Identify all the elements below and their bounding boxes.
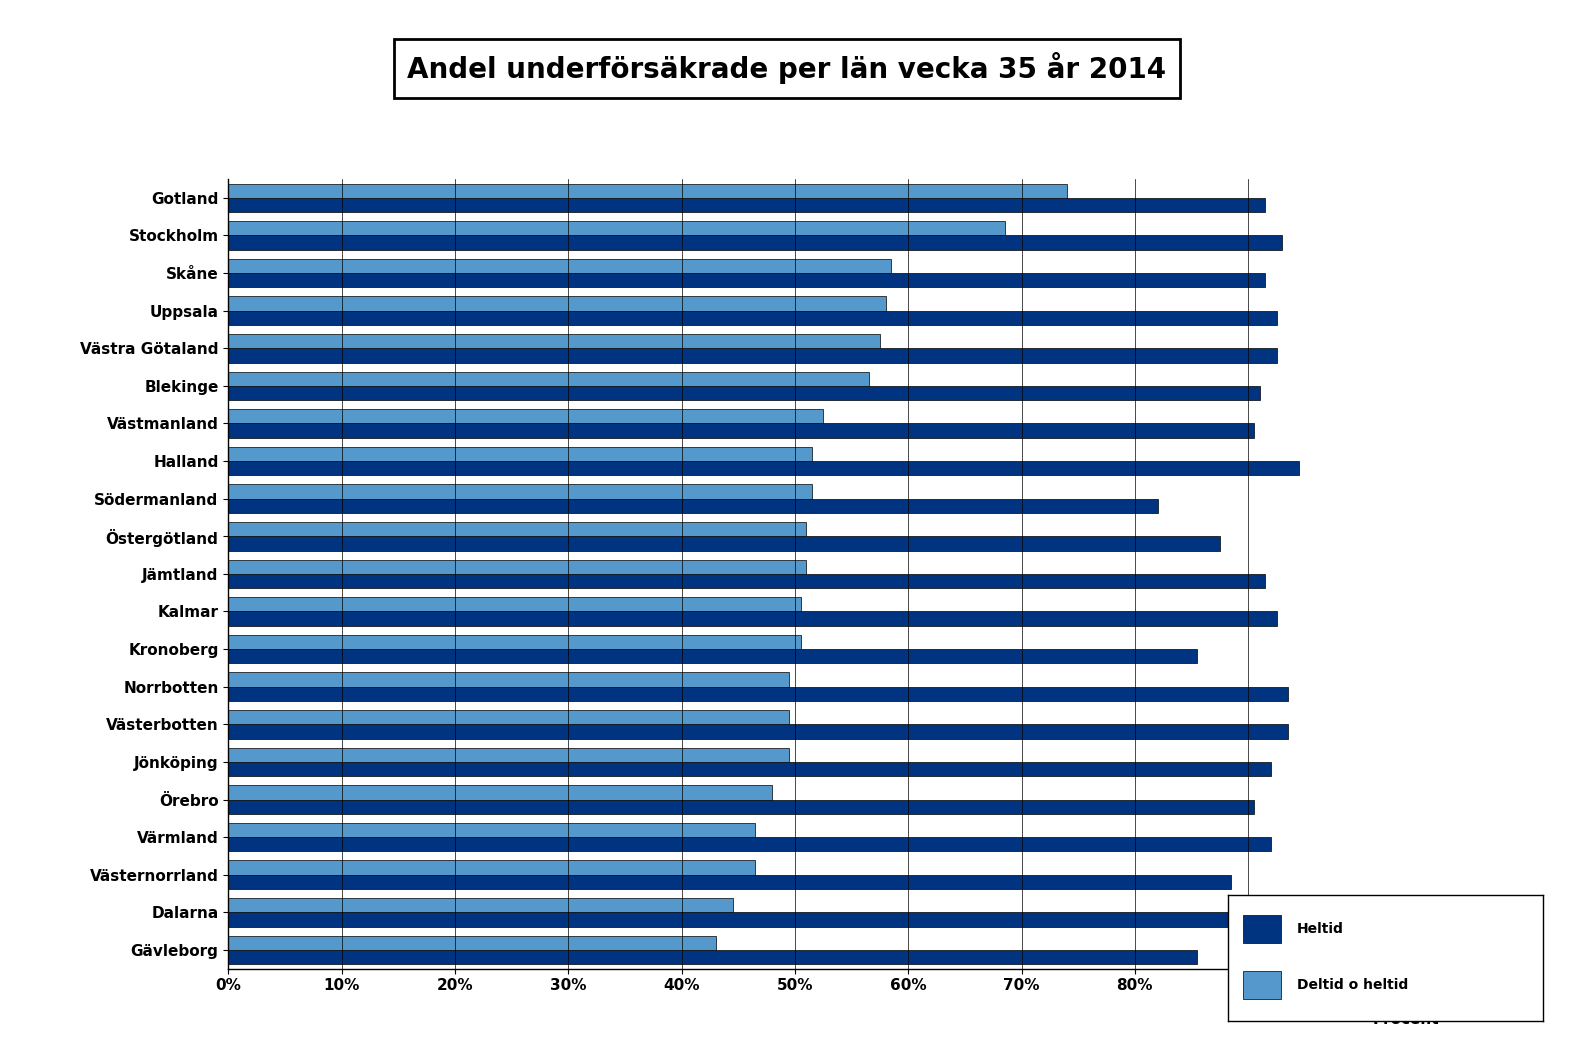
Bar bbox=[228, 522, 806, 536]
Bar bbox=[228, 687, 1288, 701]
Bar bbox=[228, 334, 880, 349]
Bar bbox=[228, 499, 1157, 513]
Bar bbox=[228, 311, 1277, 325]
Bar bbox=[228, 296, 886, 311]
Bar bbox=[228, 612, 1277, 625]
Bar bbox=[228, 936, 716, 950]
Bar bbox=[228, 724, 1288, 738]
Bar bbox=[228, 875, 1231, 889]
Bar bbox=[228, 748, 789, 762]
FancyBboxPatch shape bbox=[1243, 971, 1281, 998]
Text: Procent: Procent bbox=[1373, 1012, 1440, 1027]
Bar bbox=[228, 410, 823, 423]
Bar bbox=[228, 710, 789, 724]
Bar bbox=[228, 786, 773, 799]
Bar bbox=[228, 950, 1198, 965]
Bar bbox=[228, 912, 1254, 927]
Bar bbox=[228, 898, 732, 912]
Bar bbox=[228, 461, 1299, 475]
Bar bbox=[228, 198, 1265, 212]
Bar bbox=[228, 837, 1270, 852]
Bar bbox=[228, 385, 1259, 400]
Bar bbox=[228, 236, 1283, 250]
Bar bbox=[228, 423, 1254, 438]
Text: Deltid o heltid: Deltid o heltid bbox=[1297, 978, 1409, 992]
Bar bbox=[228, 446, 812, 461]
Bar bbox=[228, 273, 1265, 287]
Text: Andel underförsäkrade per län vecka 35 år 2014: Andel underförsäkrade per län vecka 35 å… bbox=[408, 53, 1166, 84]
Bar bbox=[228, 597, 801, 612]
Bar bbox=[228, 574, 1265, 589]
Bar bbox=[228, 484, 812, 499]
Bar bbox=[228, 673, 789, 687]
Bar bbox=[228, 635, 801, 649]
Bar bbox=[228, 349, 1277, 362]
Bar bbox=[228, 536, 1220, 551]
Bar bbox=[228, 822, 756, 837]
Bar bbox=[228, 183, 1067, 198]
Bar bbox=[228, 799, 1254, 814]
Text: Heltid: Heltid bbox=[1297, 922, 1344, 936]
Bar bbox=[228, 860, 756, 875]
Bar bbox=[228, 259, 891, 273]
Bar bbox=[228, 762, 1270, 776]
FancyBboxPatch shape bbox=[1243, 915, 1281, 943]
Bar bbox=[228, 559, 806, 574]
Bar bbox=[228, 649, 1198, 663]
Bar bbox=[228, 221, 1004, 236]
Bar bbox=[228, 372, 869, 385]
